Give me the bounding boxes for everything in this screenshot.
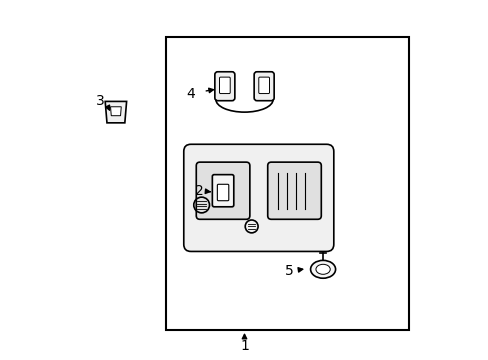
FancyBboxPatch shape: [217, 184, 228, 201]
Text: 3: 3: [95, 94, 104, 108]
Text: 5: 5: [284, 264, 293, 278]
FancyBboxPatch shape: [196, 162, 249, 219]
Text: 1: 1: [240, 339, 248, 353]
FancyBboxPatch shape: [214, 72, 234, 101]
FancyBboxPatch shape: [219, 77, 230, 94]
FancyBboxPatch shape: [212, 175, 233, 207]
Ellipse shape: [310, 260, 335, 278]
Text: 4: 4: [186, 87, 195, 101]
Polygon shape: [105, 102, 126, 123]
FancyBboxPatch shape: [258, 77, 269, 94]
Text: 2: 2: [195, 184, 204, 198]
FancyBboxPatch shape: [254, 72, 274, 101]
Ellipse shape: [315, 264, 329, 274]
Bar: [165, 37, 408, 330]
Polygon shape: [110, 107, 121, 116]
FancyBboxPatch shape: [267, 162, 321, 219]
FancyBboxPatch shape: [183, 144, 333, 251]
